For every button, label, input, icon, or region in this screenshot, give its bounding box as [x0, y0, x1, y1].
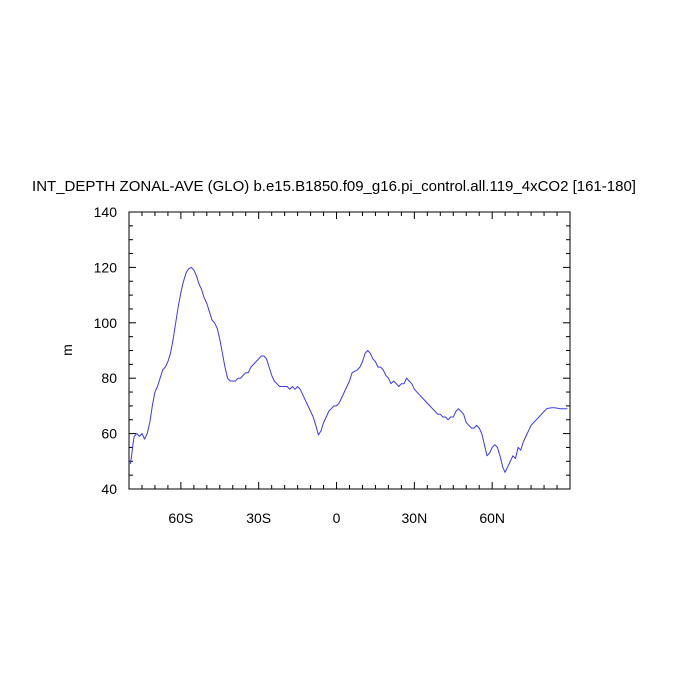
x-tick-label: 60S — [168, 510, 193, 526]
x-tick-label: 0 — [333, 510, 341, 526]
y-tick-label: 120 — [94, 259, 118, 275]
x-tick-label: 30S — [246, 510, 271, 526]
x-tick-label: 60N — [479, 510, 505, 526]
axis-ticks — [129, 211, 571, 490]
y-tick-label: 40 — [101, 481, 117, 497]
y-tick-label: 140 — [94, 204, 118, 220]
y-tick-label: 80 — [101, 370, 117, 386]
y-tick-label: 100 — [94, 315, 118, 331]
y-axis-label: m — [59, 344, 75, 356]
chart-title: INT_DEPTH ZONAL-AVE (GLO) b.e15.B1850.f0… — [32, 178, 636, 195]
tick-labels: 40 60 80 100 120 140 60S 30S 0 30N 60N — [94, 204, 505, 526]
series-line — [129, 266, 568, 473]
plot-area-frame — [128, 211, 571, 490]
y-tick-label: 60 — [101, 426, 117, 442]
x-tick-label: 30N — [402, 510, 428, 526]
